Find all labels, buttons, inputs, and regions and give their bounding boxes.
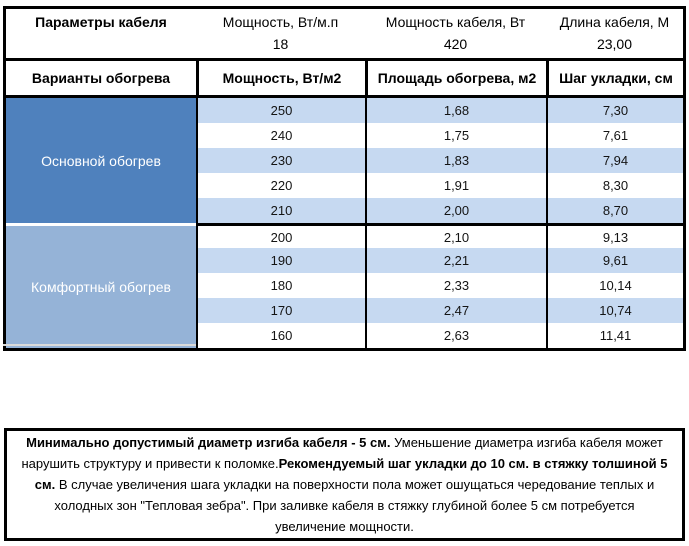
table-cell: 1,68	[365, 98, 546, 123]
note-line: нарушить структуру и привести к поломке.…	[21, 456, 668, 471]
table-cell: 2,63	[365, 323, 546, 348]
table-cell: 170	[196, 298, 365, 323]
table-cell: 11,41	[546, 323, 683, 348]
cable-length-value: 23,00	[596, 36, 633, 52]
variants-data-grid: Основной обогрев Комфортный обогрев 250 …	[6, 98, 683, 348]
table-cell: 2,21	[365, 248, 546, 273]
cable-power-label: Мощность кабеля, Вт	[385, 14, 526, 30]
table-cell: 7,94	[546, 148, 683, 173]
table-cell: 8,70	[546, 198, 683, 223]
table-cell: 7,30	[546, 98, 683, 123]
cable-power-value: 420	[443, 36, 468, 52]
table-cell: 230	[196, 148, 365, 173]
table-cell: 2,33	[365, 273, 546, 298]
table-cell: 7,61	[546, 123, 683, 148]
area-header: Площадь обогрева, м2	[365, 61, 546, 95]
cable-parameters-table: Параметры кабеля Мощность, Вт/м.п Мощнос…	[3, 6, 686, 351]
table-cell: 1,83	[365, 148, 546, 173]
note-line: см. В случае увеличения шага укладки на …	[34, 477, 655, 492]
power-per-meter-value: 18	[272, 36, 289, 52]
table-cell: 210	[196, 198, 365, 223]
table-cell: 250	[196, 98, 365, 123]
installation-note: Минимально допустимый диаметр изгиба каб…	[4, 428, 685, 541]
table-cell: 200	[196, 223, 365, 248]
table-cell: 190	[196, 248, 365, 273]
table-cell: 160	[196, 323, 365, 348]
table-cell: 180	[196, 273, 365, 298]
table-cell: 220	[196, 173, 365, 198]
table-cell: 8,30	[546, 173, 683, 198]
table-cell: 10,74	[546, 298, 683, 323]
note-line: холодных зон "Тепловая зебра". При залив…	[54, 498, 635, 513]
empty-cell	[6, 33, 196, 55]
table-cell: 9,61	[546, 248, 683, 273]
table-cell: 1,91	[365, 173, 546, 198]
params-title: Параметры кабеля	[35, 14, 167, 30]
power-per-meter-label: Мощность, Вт/м.п	[222, 14, 339, 30]
page-break-line	[3, 344, 196, 346]
table-cell: 1,75	[365, 123, 546, 148]
cable-length-label: Длина кабеля, М	[559, 14, 670, 30]
section-label-main-heating: Основной обогрев	[6, 98, 196, 223]
note-line: увеличение мощности.	[275, 519, 414, 534]
note-line: Минимально допустимый диаметр изгиба каб…	[26, 435, 663, 450]
table-cell: 240	[196, 123, 365, 148]
table-cell: 2,47	[365, 298, 546, 323]
variants-header: Варианты обогрева	[31, 70, 171, 86]
table-cell: 9,13	[546, 223, 683, 248]
table-cell: 2,10	[365, 223, 546, 248]
section-label-comfort-heating: Комфортный обогрев	[6, 223, 196, 348]
step-header: Шаг укладки, см	[546, 61, 683, 95]
power-header: Мощность, Вт/м2	[196, 61, 365, 95]
table-cell: 10,14	[546, 273, 683, 298]
table-cell: 2,00	[365, 198, 546, 223]
cable-params-section: Параметры кабеля Мощность, Вт/м.п Мощнос…	[6, 9, 683, 61]
variants-header-row: Варианты обогрева Мощность, Вт/м2 Площад…	[6, 61, 683, 98]
